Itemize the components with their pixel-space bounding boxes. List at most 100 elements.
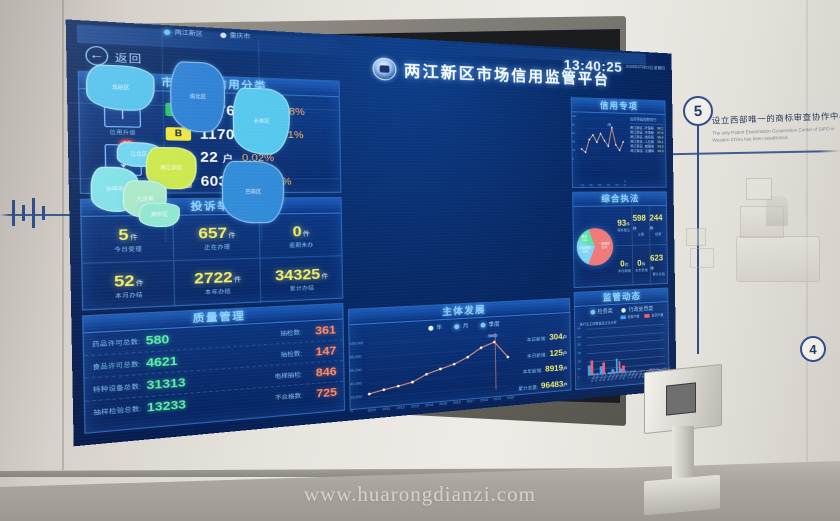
dev-stat-value: 304户	[549, 331, 567, 342]
complaint-cell[interactable]: 2722件 本年办结	[174, 258, 262, 307]
credit-index-item[interactable]: 两江新区..交通局 93.5	[630, 149, 663, 154]
law-cell[interactable]: 623件 累计办结	[650, 245, 667, 285]
wall-stripe-4	[42, 206, 45, 220]
dev-x-tick: 2014	[425, 402, 434, 408]
credit-index-y-tick: 20	[572, 149, 576, 153]
map-region-label: 长寿区	[253, 117, 270, 124]
pie-slice-label: 一般程序 62%	[598, 242, 611, 250]
law-value: 0件	[637, 257, 646, 268]
dev-y-tick: 60,000	[350, 367, 362, 373]
credit-index-y-tick: 40	[572, 140, 576, 144]
quality-value: 4621	[145, 354, 178, 370]
credit-index-y-tick: 100	[571, 115, 576, 119]
police-badge-icon	[372, 57, 397, 81]
dev-stat-value: 125户	[549, 347, 568, 358]
quality-value: 31313	[146, 375, 186, 393]
dev-tab[interactable]: 季度	[480, 320, 500, 329]
dev-x-tick: 2015	[439, 401, 447, 407]
quality-value-2: 846	[315, 365, 337, 380]
dev-tab[interactable]: 年	[427, 323, 443, 332]
pie-slice-label: 简易程序 24%	[579, 246, 592, 254]
dev-x-tick: 2019	[493, 396, 502, 402]
flow-tab[interactable]: 检查类	[590, 307, 613, 316]
credit-index-line-chart[interactable]: 100 80 60 40 20 0 1月 3月 5月 7月 9月 11月 78	[572, 112, 629, 188]
wall-guide-line	[0, 214, 96, 216]
map-region[interactable]: 南岸区	[138, 202, 181, 228]
dev-x-tick: 2018	[480, 397, 488, 403]
dev-x-tick: 2011	[382, 406, 391, 412]
dev-stat-unit: 户	[563, 366, 568, 372]
back-button[interactable]: ← 返回	[85, 45, 143, 68]
map-region[interactable]: 北碚区	[85, 63, 156, 112]
dev-x-tick: 2017	[466, 399, 475, 404]
pie-slice-label: 其他 14%	[581, 235, 588, 243]
law-cell[interactable]: 598件 立案	[632, 205, 650, 246]
law-label: 案件登记	[617, 228, 631, 233]
wall-stripe-3	[32, 198, 35, 228]
law-unit: 件	[650, 265, 655, 271]
law-value: 598件	[632, 213, 646, 232]
dev-tab-radio-icon	[480, 322, 486, 328]
law-unit: 件	[649, 226, 654, 231]
law-value: 0件	[620, 258, 629, 268]
dev-x-tick: 2013	[410, 404, 420, 409]
flow-tab-label: 检查类	[597, 308, 613, 316]
quality-label: 食品许可总数:	[92, 361, 141, 372]
dashboard: ← 返回 两江新区市场信用监管平台 13:40:25 2020年07月02日 星…	[65, 19, 677, 447]
law-unit: 件	[626, 221, 631, 227]
flow-y-tick: 0	[577, 376, 580, 380]
dev-y-tick: 80,000	[349, 354, 362, 360]
quality-rows: 药品许可总数: 580 抽检数: 361 食品许可总数: 4621 抽检数: 147 特种设备总…	[83, 319, 344, 425]
panel-law-enforcement: 综合执法 一般程序 62% 简易程序 24% 其他 14% 93件 案件登记 598件 立案 24…	[572, 191, 669, 289]
law-pie-chart[interactable]: 一般程序 62% 简易程序 24% 其他 14%	[576, 227, 614, 267]
wall-illustration-person	[766, 196, 788, 226]
dev-body: 100,000 80,000 60,000 40,000 20,000 0 2010 2011…	[350, 324, 571, 414]
complaint-unit: 件	[135, 281, 144, 289]
wall-marker-5-label: 5	[693, 102, 703, 120]
quality-label-2: 抽检数:	[280, 329, 302, 338]
back-button-label: 返回	[114, 52, 143, 66]
display-screen: ← 返回 两江新区市场信用监管平台 13:40:25 2020年07月02日 星…	[65, 19, 677, 447]
law-cell[interactable]: 244件 结案	[649, 205, 667, 246]
dev-x-tick: 2012	[396, 405, 405, 411]
wall-illustration-monitor	[746, 178, 772, 200]
flow-y-tick: 250	[577, 335, 581, 339]
quality-label: 药品许可总数:	[92, 338, 141, 349]
map-region[interactable]: 渝北区	[169, 60, 226, 133]
dev-stat-unit: 户	[563, 382, 568, 388]
map-region-label: 沙坪坝	[105, 185, 124, 192]
wall-skirting	[0, 467, 840, 477]
flow-y-tick: 50	[577, 368, 581, 372]
map-region[interactable]: 巴南区	[221, 160, 285, 224]
clock-time: 13:40:25	[563, 56, 623, 76]
panel-credit-index: 信用专项 100 80 60 40 20 0 1月 3月 5月 7月 9月 11月 78 信用等级指数排…	[570, 97, 667, 188]
credit-index-x-tick: 9月	[615, 184, 619, 187]
dev-tab-label: 年	[436, 325, 443, 332]
complaint-value: 34325件	[274, 265, 329, 284]
flow-legend-swatch	[620, 314, 626, 319]
complaint-cell[interactable]: 34325件 累计办结	[261, 256, 343, 302]
complaint-cell[interactable]: 52件 本月办结	[82, 261, 176, 311]
map-region[interactable]: 长寿区	[232, 87, 291, 155]
map-region-label: 两江新区	[160, 164, 183, 170]
law-cell[interactable]: 0件 本月新增	[615, 245, 634, 287]
credit-index-ranking: 信用等级指数排行 两江新区..环保局 98.2 两江新区..市场局 97.6 两江新区.…	[628, 114, 666, 188]
credit-index-x-tick: 1月	[580, 184, 584, 187]
wall-seam-left	[62, 0, 64, 470]
dev-tab[interactable]: 月	[454, 322, 468, 331]
dev-line-chart[interactable]: 100,000 80,000 60,000 40,000 20,000 0 2010 2011…	[350, 328, 514, 414]
map-region-label: 南岸区	[150, 210, 168, 217]
wall-illustration-box	[686, 228, 706, 246]
quality-spacer	[191, 376, 270, 382]
credit-index-item-value: 93.5	[657, 149, 664, 154]
map-region-label: 九龙坡	[136, 195, 154, 202]
kiosk-screen[interactable]	[666, 382, 696, 416]
law-cell[interactable]: 93件 案件登记	[615, 206, 634, 247]
dev-tab-label: 季度	[488, 321, 500, 329]
credit-index-body: 100 80 60 40 20 0 1月 3月 5月 7月 9月 11月 78 信用等级指数排行 两江新…	[572, 112, 666, 188]
quality-label-2: 不合格数:	[274, 393, 303, 402]
law-label: 结案	[655, 232, 662, 237]
law-cell[interactable]: 0件 本年新增	[633, 245, 651, 286]
law-label: 累计办结	[652, 271, 665, 276]
dev-stat-list: 本日新增: 304户 本月新增: 125户 本年新增: 8919户 累计总量: 96483户	[512, 324, 570, 399]
